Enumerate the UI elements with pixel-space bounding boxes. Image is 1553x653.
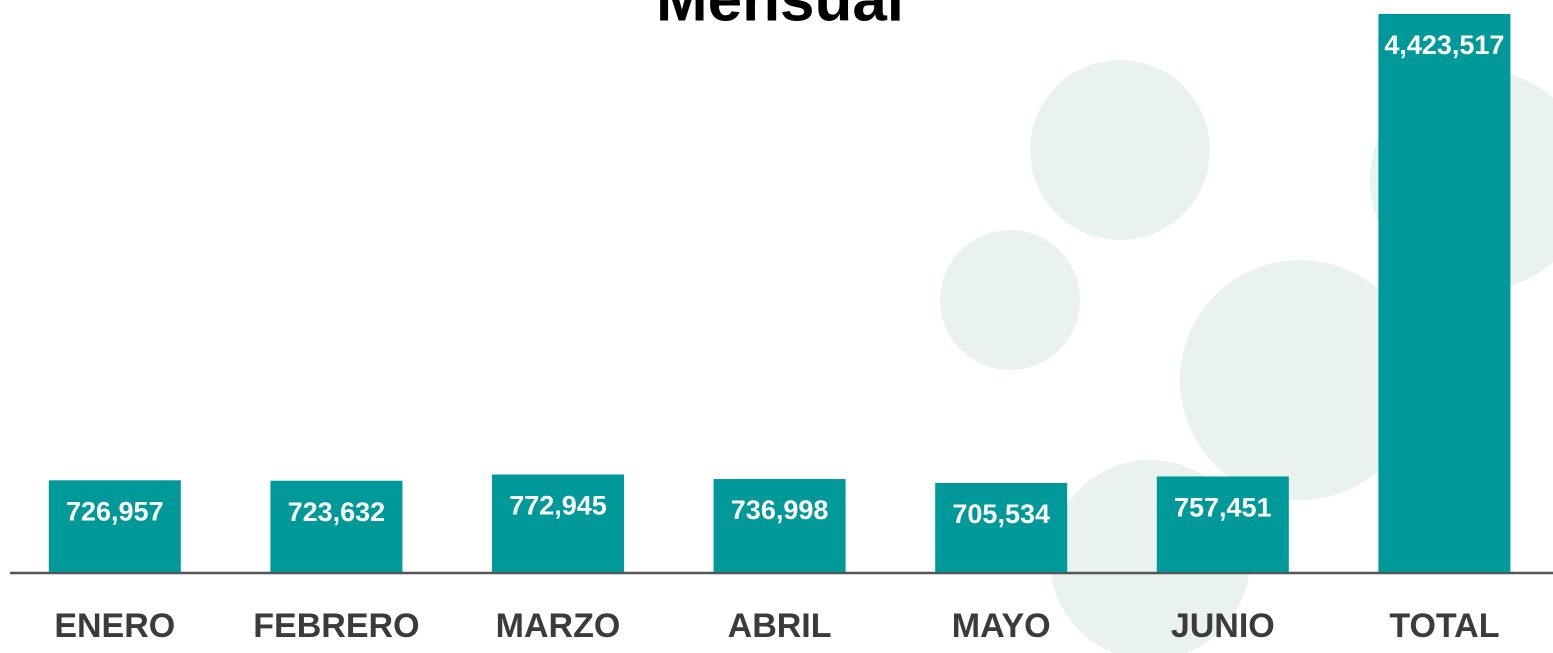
value-label: 705,534	[952, 499, 1050, 529]
value-label: 757,451	[1174, 493, 1272, 523]
value-label: 772,945	[509, 491, 607, 521]
bar	[713, 479, 846, 572]
bar	[270, 480, 403, 572]
bar	[1156, 476, 1289, 572]
x-tick-label: MARZO	[496, 607, 621, 645]
decor-circle	[1180, 260, 1420, 500]
bar	[1378, 14, 1511, 572]
decor-circle	[1030, 60, 1210, 240]
bar	[935, 483, 1068, 572]
x-tick-label: MAYO	[952, 607, 1051, 645]
value-label: 4,423,517	[1384, 30, 1504, 60]
bar	[492, 474, 624, 572]
decor-circle	[940, 230, 1080, 370]
x-tick-label: ABRIL	[728, 607, 832, 645]
x-tick-label: ENERO	[54, 607, 175, 645]
x-tick-label: TOTAL	[1389, 607, 1499, 645]
value-label: 723,632	[288, 497, 386, 527]
value-label: 736,998	[731, 495, 829, 525]
value-label: 726,957	[66, 496, 164, 526]
x-tick-label: JUNIO	[1171, 607, 1275, 645]
x-tick-label: FEBRERO	[253, 607, 419, 645]
bar	[48, 480, 181, 572]
chart-title: Mensual	[656, 0, 904, 34]
